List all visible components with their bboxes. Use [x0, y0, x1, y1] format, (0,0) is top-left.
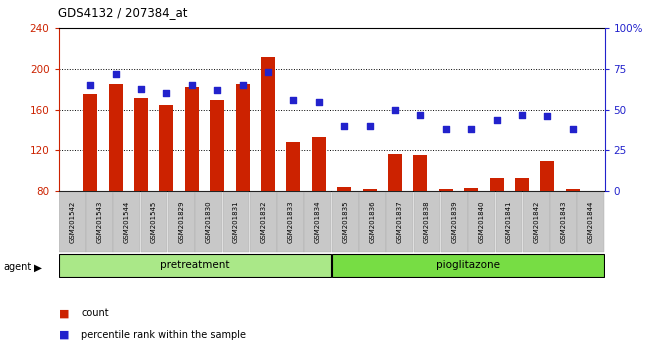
Bar — [359, 192, 386, 252]
Bar — [83, 95, 98, 191]
Bar — [332, 192, 359, 252]
Bar — [515, 178, 529, 191]
Bar — [495, 192, 523, 252]
Text: GSM201544: GSM201544 — [124, 201, 130, 243]
Point — [288, 97, 298, 103]
Bar — [441, 192, 468, 252]
Text: GSM201833: GSM201833 — [287, 201, 294, 244]
Point — [111, 71, 121, 77]
Point — [567, 126, 578, 132]
Text: GSM201835: GSM201835 — [342, 201, 348, 244]
Text: GSM201829: GSM201829 — [178, 201, 185, 244]
Text: GSM201839: GSM201839 — [451, 201, 458, 244]
Bar — [363, 189, 376, 191]
Text: GSM201543: GSM201543 — [96, 201, 103, 243]
Bar — [304, 192, 332, 252]
Bar — [113, 192, 140, 252]
Point — [212, 87, 222, 93]
Text: GSM201832: GSM201832 — [260, 201, 266, 244]
Bar — [523, 192, 550, 252]
Bar — [277, 192, 304, 252]
Bar — [413, 154, 427, 191]
Bar — [134, 97, 148, 191]
Bar — [109, 84, 123, 191]
Point — [466, 126, 476, 132]
Text: GSM201840: GSM201840 — [478, 201, 485, 244]
Bar — [236, 84, 250, 191]
Text: GSM201836: GSM201836 — [369, 201, 376, 244]
Text: count: count — [81, 308, 109, 318]
Point — [491, 117, 502, 122]
Bar — [386, 192, 413, 252]
Bar — [222, 192, 250, 252]
Bar — [140, 192, 168, 252]
Bar — [464, 188, 478, 191]
Bar — [550, 192, 577, 252]
Text: GSM201838: GSM201838 — [424, 201, 430, 244]
Text: ■: ■ — [58, 330, 69, 339]
Text: GSM201545: GSM201545 — [151, 201, 157, 243]
Bar — [439, 189, 453, 191]
Bar — [489, 178, 504, 191]
Text: GSM201834: GSM201834 — [315, 201, 321, 244]
Text: pioglitazone: pioglitazone — [436, 261, 500, 270]
Bar — [388, 154, 402, 191]
Text: GSM201837: GSM201837 — [396, 201, 403, 244]
Point — [542, 113, 552, 119]
Text: ■: ■ — [58, 308, 69, 318]
Bar — [58, 253, 332, 278]
Point — [313, 99, 324, 104]
Bar — [250, 192, 277, 252]
Text: GSM201830: GSM201830 — [205, 201, 212, 244]
Point — [85, 82, 96, 88]
Text: pretreatment: pretreatment — [161, 261, 229, 270]
Point — [161, 91, 172, 96]
Point — [390, 107, 400, 113]
Bar — [540, 161, 554, 191]
Point — [136, 86, 146, 91]
Bar — [332, 253, 604, 278]
Point — [339, 123, 350, 129]
Bar — [577, 192, 605, 252]
Text: GSM201842: GSM201842 — [533, 201, 540, 243]
Point — [517, 112, 527, 118]
Bar — [287, 142, 300, 191]
Text: GSM201843: GSM201843 — [560, 201, 567, 244]
Text: percentile rank within the sample: percentile rank within the sample — [81, 330, 246, 339]
Bar — [195, 192, 222, 252]
Point — [237, 82, 248, 88]
Bar — [261, 57, 275, 191]
Bar — [185, 87, 199, 191]
Point — [365, 123, 375, 129]
Point — [187, 82, 197, 88]
Text: GSM201542: GSM201542 — [69, 201, 75, 243]
Bar — [468, 192, 495, 252]
Point — [415, 112, 426, 118]
Text: GSM201841: GSM201841 — [506, 201, 512, 244]
Bar — [159, 105, 174, 191]
Text: ▶: ▶ — [34, 262, 42, 272]
Text: agent: agent — [3, 262, 31, 272]
Bar — [413, 192, 441, 252]
Bar — [312, 137, 326, 191]
Bar — [566, 189, 580, 191]
Bar — [86, 192, 113, 252]
Point — [263, 69, 273, 75]
Text: GSM201844: GSM201844 — [588, 201, 594, 243]
Bar — [210, 99, 224, 191]
Text: GSM201831: GSM201831 — [233, 201, 239, 244]
Point — [441, 126, 451, 132]
Bar — [168, 192, 195, 252]
Bar — [58, 192, 86, 252]
Text: GDS4132 / 207384_at: GDS4132 / 207384_at — [58, 6, 188, 19]
Bar — [337, 187, 351, 191]
